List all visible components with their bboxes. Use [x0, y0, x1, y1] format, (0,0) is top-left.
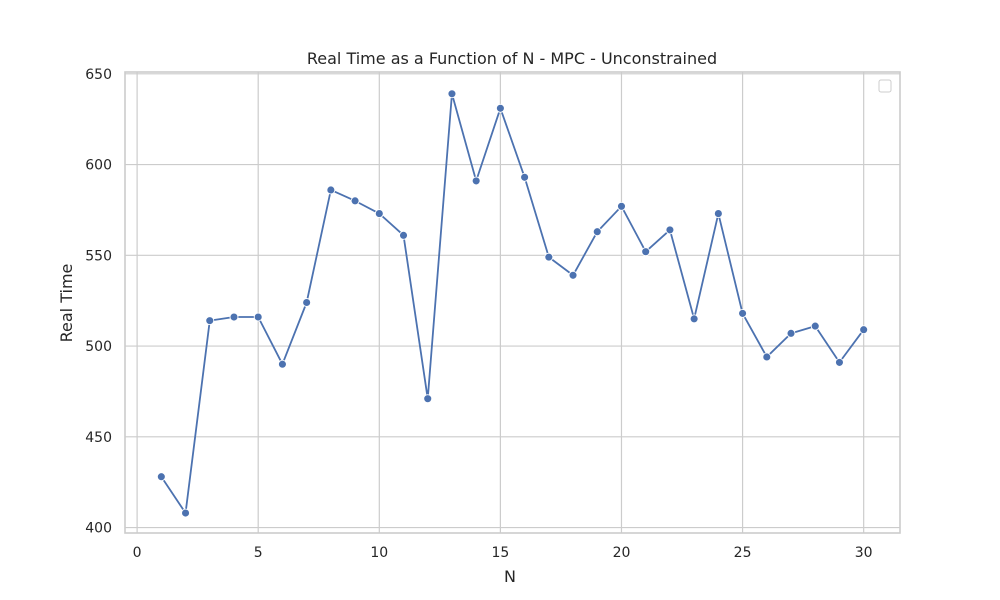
data-point	[762, 352, 772, 362]
data-point	[713, 209, 723, 219]
data-point	[665, 225, 675, 235]
legend-box	[878, 79, 892, 93]
data-point	[277, 359, 287, 369]
y-tick-label: 450	[85, 430, 112, 446]
data-point	[592, 227, 602, 237]
x-tick-label: 25	[734, 545, 752, 561]
y-tick-labels: 400 450 500 550 600 650	[85, 67, 112, 537]
y-axis-title: Real Time	[57, 264, 76, 343]
y-tick-label: 500	[85, 339, 112, 355]
data-point	[399, 230, 408, 240]
y-tick-label: 600	[85, 158, 112, 174]
series-line	[160, 92, 865, 514]
data-point	[495, 103, 505, 113]
data-point	[374, 209, 384, 219]
data-point	[641, 247, 651, 257]
x-axis-title: N	[504, 567, 516, 586]
y-tick-label: 400	[85, 521, 112, 537]
y-tick-label: 650	[85, 67, 112, 83]
data-point	[326, 185, 336, 195]
data-point	[689, 314, 699, 324]
x-tick-labels: 0 5 10 15 20 25 30	[133, 545, 873, 561]
data-point	[302, 298, 312, 307]
data-point	[859, 325, 869, 335]
data-point	[835, 357, 844, 367]
data-point	[786, 328, 796, 338]
data-point	[253, 312, 263, 322]
data-point	[156, 472, 166, 482]
data-point	[617, 201, 626, 211]
x-tick-label: 30	[855, 545, 873, 561]
data-point	[544, 252, 554, 262]
data-point	[520, 172, 530, 182]
chart-title: Real Time as a Function of N - MPC - Unc…	[307, 49, 717, 68]
data-point	[423, 394, 433, 404]
data-point	[205, 316, 215, 326]
data-point	[350, 196, 360, 206]
x-tick-label: 15	[491, 545, 509, 561]
x-tick-label: 0	[133, 545, 142, 561]
data-point	[229, 312, 239, 322]
data-point	[738, 308, 748, 318]
data-point	[568, 270, 578, 280]
data-point	[447, 89, 457, 99]
x-tick-label: 5	[254, 545, 263, 561]
grid-lines	[125, 72, 900, 533]
series-group	[156, 89, 869, 518]
x-tick-label: 20	[613, 545, 631, 561]
y-tick-label: 550	[85, 248, 112, 264]
data-point	[471, 176, 481, 186]
data-point	[181, 508, 190, 518]
plot-frame	[124, 71, 901, 534]
x-tick-label: 10	[370, 545, 388, 561]
data-point	[810, 321, 820, 331]
